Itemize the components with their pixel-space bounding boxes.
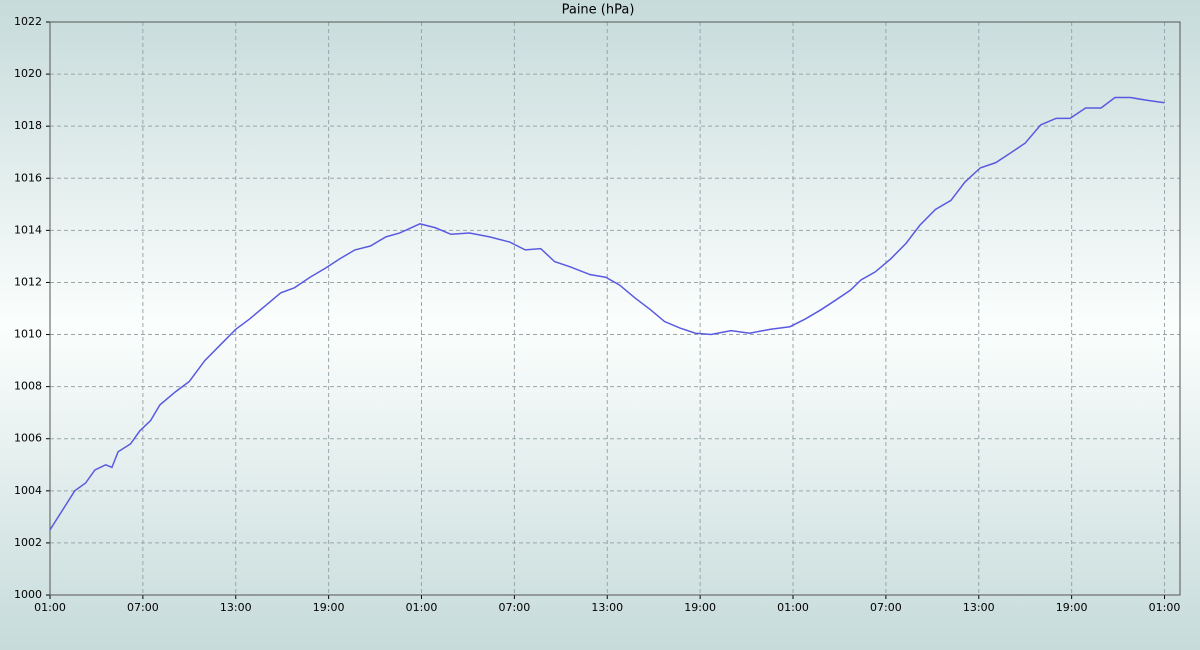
plot-frame: [49, 21, 1181, 596]
x-tick-label: 13:00: [220, 601, 252, 614]
x-tick-label: 01:00: [406, 601, 438, 614]
x-tick-label: 19:00: [684, 601, 716, 614]
y-tick-label: 1008: [14, 380, 42, 393]
x-tick-label: 07:00: [499, 601, 531, 614]
x-tick-label: 07:00: [870, 601, 902, 614]
x-tick-label: 01:00: [1149, 601, 1181, 614]
data-line: [49, 96, 1165, 531]
y-tick-label: 1000: [14, 588, 42, 601]
x-tick-label: 13:00: [591, 601, 623, 614]
x-tick-label: 13:00: [963, 601, 995, 614]
y-tick-label: 1016: [14, 171, 42, 184]
chart-title: Paine (hPa): [562, 3, 635, 18]
y-tick-label: 1020: [14, 67, 42, 80]
y-tick-label: 1010: [14, 328, 42, 341]
x-tick-label: 07:00: [127, 601, 159, 614]
x-tick-label: 01:00: [777, 601, 809, 614]
x-tick-label: 19:00: [313, 601, 345, 614]
y-tick-label: 1006: [14, 432, 42, 445]
y-tick-label: 1014: [14, 223, 42, 236]
y-tick-label: 1004: [14, 484, 42, 497]
y-tick-label: 1022: [14, 15, 42, 28]
x-tick-label: 01:00: [34, 601, 66, 614]
x-tick-label: 19:00: [1056, 601, 1088, 614]
y-tick-label: 1018: [14, 119, 42, 132]
y-tick-label: 1002: [14, 536, 42, 549]
y-tick-label: 1012: [14, 275, 42, 288]
